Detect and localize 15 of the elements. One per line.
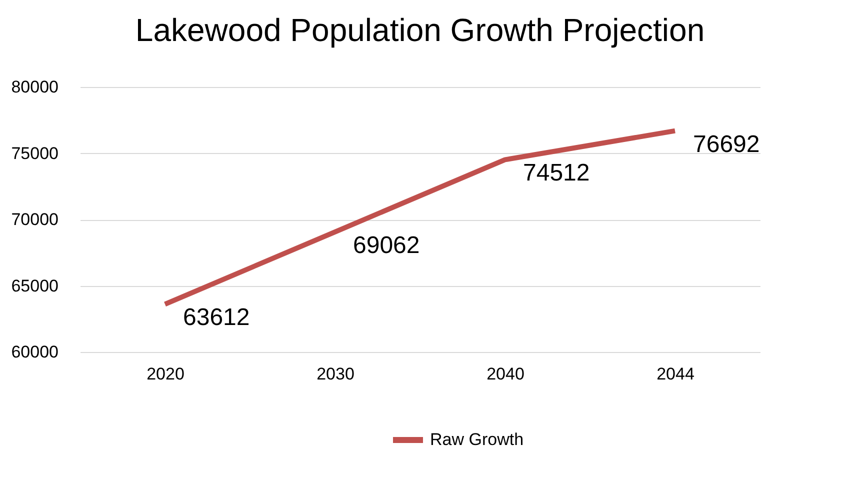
x-tick-label: 2040: [486, 364, 524, 384]
y-tick-label: 65000: [11, 276, 58, 296]
x-tick-label: 2044: [656, 364, 694, 384]
chart-title: Lakewood Population Growth Projection: [135, 12, 705, 48]
x-tick-label: 2020: [146, 364, 184, 384]
y-tick-label: 75000: [11, 144, 58, 163]
y-tick-label: 80000: [11, 78, 58, 96]
y-tick-label: 60000: [11, 342, 58, 362]
x-tick-label: 2030: [316, 364, 354, 384]
data-label: 69062: [353, 232, 420, 259]
data-label: 63612: [183, 304, 250, 332]
data-label: 76692: [693, 130, 760, 158]
data-label: 74512: [523, 160, 590, 187]
y-tick-label: 70000: [11, 210, 58, 229]
legend-label: Raw Growth: [430, 430, 524, 449]
